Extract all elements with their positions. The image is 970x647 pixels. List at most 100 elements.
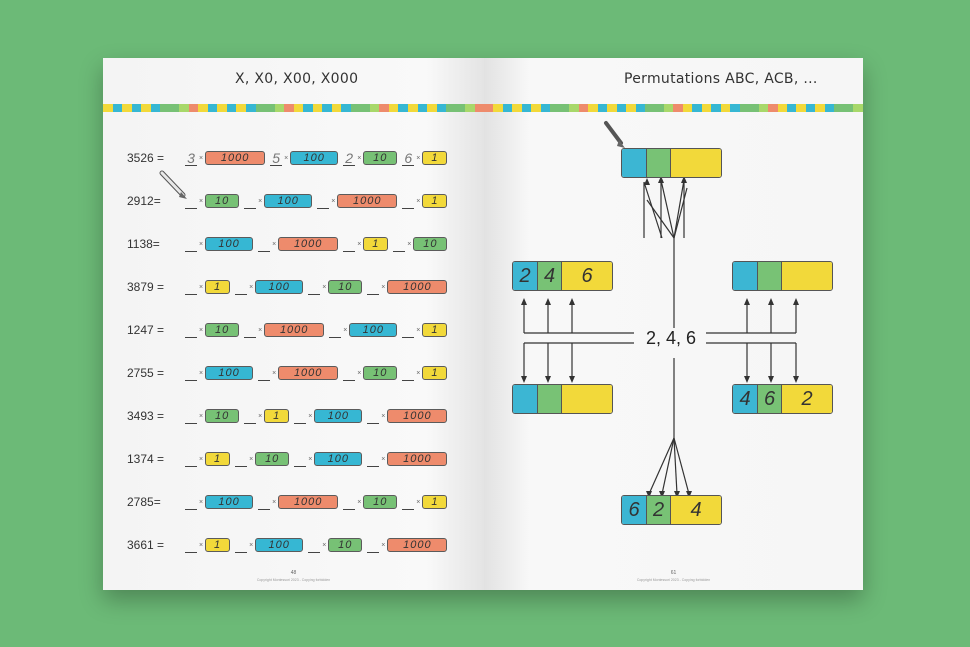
digit-blank[interactable] bbox=[258, 366, 271, 381]
multiply-sign: × bbox=[381, 283, 386, 291]
digit-blank[interactable] bbox=[367, 452, 380, 467]
digit-cell: 6 bbox=[562, 262, 612, 290]
place-value-block: 100 bbox=[205, 237, 254, 251]
digit-blank[interactable] bbox=[185, 538, 197, 553]
place-value-cell: × 1000 bbox=[258, 237, 339, 252]
place-value-cell: × 1 bbox=[402, 366, 448, 381]
right-page-title: Permutations ABC, ACB, ... bbox=[624, 71, 818, 87]
digit-blank[interactable] bbox=[258, 237, 271, 252]
digit-blank[interactable]: 5 bbox=[270, 151, 283, 166]
digit-cell bbox=[733, 262, 758, 290]
digit-blank[interactable] bbox=[235, 538, 248, 553]
right-color-stripe bbox=[484, 104, 863, 112]
left-copyright: Copyright Montessori 2023 - Copying forb… bbox=[256, 578, 331, 582]
multiply-sign: × bbox=[357, 369, 362, 377]
place-value-cell: × 10 bbox=[185, 323, 240, 338]
multiply-sign: × bbox=[343, 326, 348, 334]
digit-cell: 4 bbox=[538, 262, 562, 290]
multiply-sign: × bbox=[258, 412, 263, 420]
digit-blank[interactable] bbox=[185, 280, 197, 295]
digit-blank[interactable] bbox=[308, 538, 321, 553]
digit-blank[interactable] bbox=[367, 409, 380, 424]
center-digits: 2, 4, 6 bbox=[640, 328, 703, 349]
place-value-cell: × 1 bbox=[402, 323, 448, 338]
target-number: 1138= bbox=[127, 237, 160, 251]
place-value-block: 1 bbox=[422, 194, 448, 208]
digit-blank[interactable] bbox=[294, 409, 307, 424]
place-value-block: 1 bbox=[205, 538, 231, 552]
digit-blank[interactable] bbox=[185, 323, 197, 338]
place-value-cell: × 1 bbox=[185, 452, 231, 467]
digit-blank[interactable] bbox=[244, 323, 257, 338]
permutation-strip-top bbox=[621, 148, 722, 178]
place-value-cell: × 100 bbox=[294, 409, 363, 424]
place-value-cell: × 100 bbox=[294, 452, 363, 467]
multiply-sign: × bbox=[199, 240, 204, 248]
multiply-sign: × bbox=[357, 154, 362, 162]
target-number: 2785= bbox=[127, 495, 161, 509]
digit-blank[interactable]: 6 bbox=[402, 151, 415, 166]
place-value-cell: × 1000 bbox=[367, 538, 448, 553]
digit-blank[interactable] bbox=[393, 237, 406, 252]
place-value-block: 100 bbox=[264, 194, 313, 208]
digit-blank[interactable] bbox=[343, 495, 356, 510]
digit-cell bbox=[647, 149, 671, 177]
digit-blank[interactable]: 2 bbox=[343, 151, 356, 166]
digit-blank[interactable] bbox=[294, 452, 307, 467]
digit-blank[interactable] bbox=[258, 495, 271, 510]
digit-blank[interactable] bbox=[244, 409, 257, 424]
digit-blank[interactable] bbox=[402, 194, 415, 209]
place-value-block: 1 bbox=[422, 366, 448, 380]
digit-cell bbox=[538, 385, 562, 413]
place-value-cell: × 10 bbox=[235, 452, 290, 467]
place-value-cell: × 1000 bbox=[367, 409, 448, 424]
place-value-cell: 3 × 1000 bbox=[185, 151, 266, 166]
digit-cell bbox=[758, 262, 782, 290]
digit-blank[interactable] bbox=[308, 280, 321, 295]
left-page-title: X, X0, X00, X000 bbox=[235, 71, 359, 87]
digit-blank[interactable] bbox=[329, 323, 342, 338]
digit-cell bbox=[622, 149, 647, 177]
exercise-row: 2912= × 10 × 100 × 1000 × 1 bbox=[127, 191, 452, 211]
digit-blank[interactable] bbox=[244, 194, 257, 209]
digit-cell: 6 bbox=[622, 496, 647, 524]
place-value-block: 1000 bbox=[205, 151, 266, 165]
digit-blank[interactable] bbox=[317, 194, 330, 209]
exercise-row: 3661 = × 1 × 100 × 10 × 1000 bbox=[127, 535, 452, 555]
multiply-sign: × bbox=[272, 369, 277, 377]
exercise-row: 1138= × 100 × 1000 × 1 × 10 bbox=[127, 234, 452, 254]
digit-blank[interactable] bbox=[402, 323, 415, 338]
multiply-sign: × bbox=[331, 197, 336, 205]
place-value-cell: × 1 bbox=[185, 280, 231, 295]
digit-blank[interactable] bbox=[185, 237, 197, 252]
digit-blank[interactable] bbox=[235, 452, 248, 467]
multiply-sign: × bbox=[322, 541, 327, 549]
digit-cell bbox=[513, 385, 538, 413]
target-number: 3526 = bbox=[127, 151, 165, 165]
digit-blank[interactable] bbox=[235, 280, 248, 295]
digit-blank[interactable] bbox=[367, 538, 380, 553]
digit-blank[interactable] bbox=[185, 452, 197, 467]
place-value-cell: × 100 bbox=[185, 366, 254, 381]
digit-blank[interactable] bbox=[185, 194, 197, 209]
place-value-cell: × 10 bbox=[393, 237, 448, 252]
multiply-sign: × bbox=[199, 412, 204, 420]
digit-blank[interactable] bbox=[185, 495, 197, 510]
place-value-block: 1 bbox=[422, 151, 448, 165]
digit-blank[interactable] bbox=[402, 495, 415, 510]
place-value-cell: × 1000 bbox=[258, 495, 339, 510]
digit-blank[interactable] bbox=[367, 280, 380, 295]
digit-blank[interactable] bbox=[185, 409, 197, 424]
digit-blank[interactable] bbox=[402, 366, 415, 381]
permutation-strip-left-bottom bbox=[512, 384, 613, 414]
digit-blank[interactable] bbox=[185, 366, 197, 381]
place-value-block: 100 bbox=[255, 538, 304, 552]
digit-blank[interactable] bbox=[343, 237, 356, 252]
digit-blank[interactable] bbox=[343, 366, 356, 381]
digit-blank[interactable]: 3 bbox=[185, 151, 197, 166]
right-page: Permutations ABC, ACB, ... bbox=[484, 58, 863, 590]
place-value-block: 1000 bbox=[387, 452, 448, 466]
permutation-arrows bbox=[521, 121, 799, 498]
place-value-block: 1000 bbox=[387, 538, 448, 552]
place-value-block: 10 bbox=[363, 495, 398, 509]
